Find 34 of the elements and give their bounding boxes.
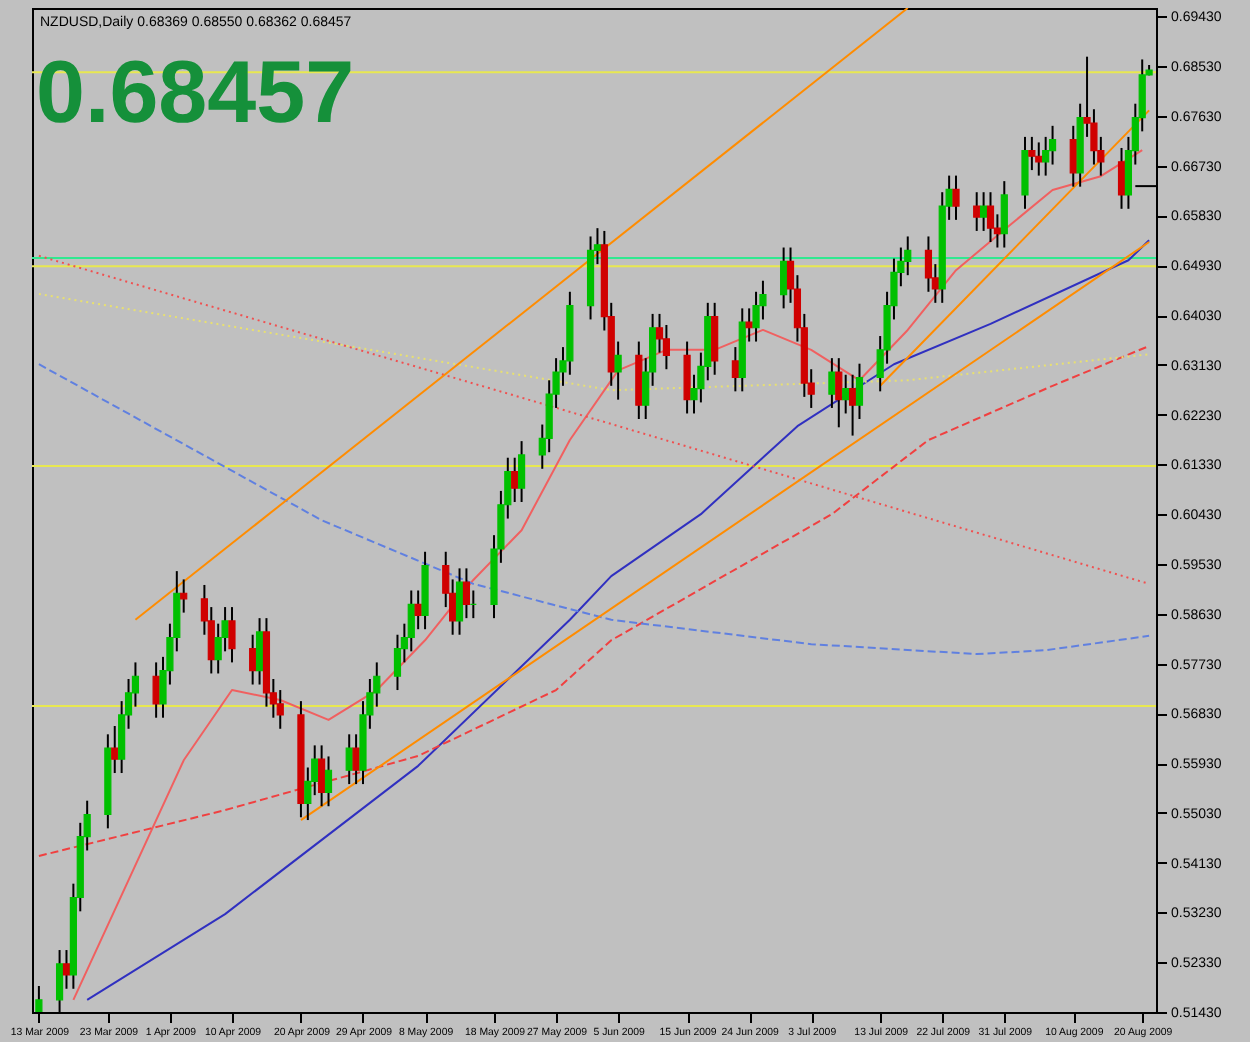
candlestick <box>828 357 836 409</box>
candlestick <box>711 301 719 376</box>
candlestick <box>111 725 119 775</box>
candlestick <box>1028 135 1036 172</box>
candlestick <box>973 191 981 232</box>
annotation: 0.68457 <box>36 44 355 142</box>
candlestick <box>455 567 464 636</box>
candlestick <box>62 949 71 990</box>
candlestick <box>848 373 857 437</box>
candlestick <box>835 357 843 429</box>
candlestick <box>228 606 236 664</box>
candlestick <box>318 744 326 808</box>
candlestick <box>462 567 471 620</box>
candlestick <box>980 191 988 232</box>
candlestick <box>255 617 264 686</box>
candlestick <box>1117 146 1126 210</box>
candlestick <box>249 633 257 686</box>
line-series <box>37 292 1151 392</box>
candlestick <box>842 373 850 415</box>
candlestick <box>1021 135 1029 210</box>
candlestick <box>518 440 526 503</box>
candlestick <box>352 733 360 786</box>
candlestick <box>511 456 519 503</box>
candlestick <box>1000 180 1008 249</box>
candlestick <box>614 340 622 401</box>
candlestick <box>986 191 995 243</box>
candlestick <box>731 346 739 393</box>
line-series <box>37 363 1151 656</box>
candlestick <box>683 340 691 415</box>
candlestick <box>780 246 788 310</box>
candlestick <box>952 174 960 221</box>
candlestick <box>152 661 160 719</box>
candlestick <box>324 755 333 808</box>
line-series <box>37 344 1151 858</box>
